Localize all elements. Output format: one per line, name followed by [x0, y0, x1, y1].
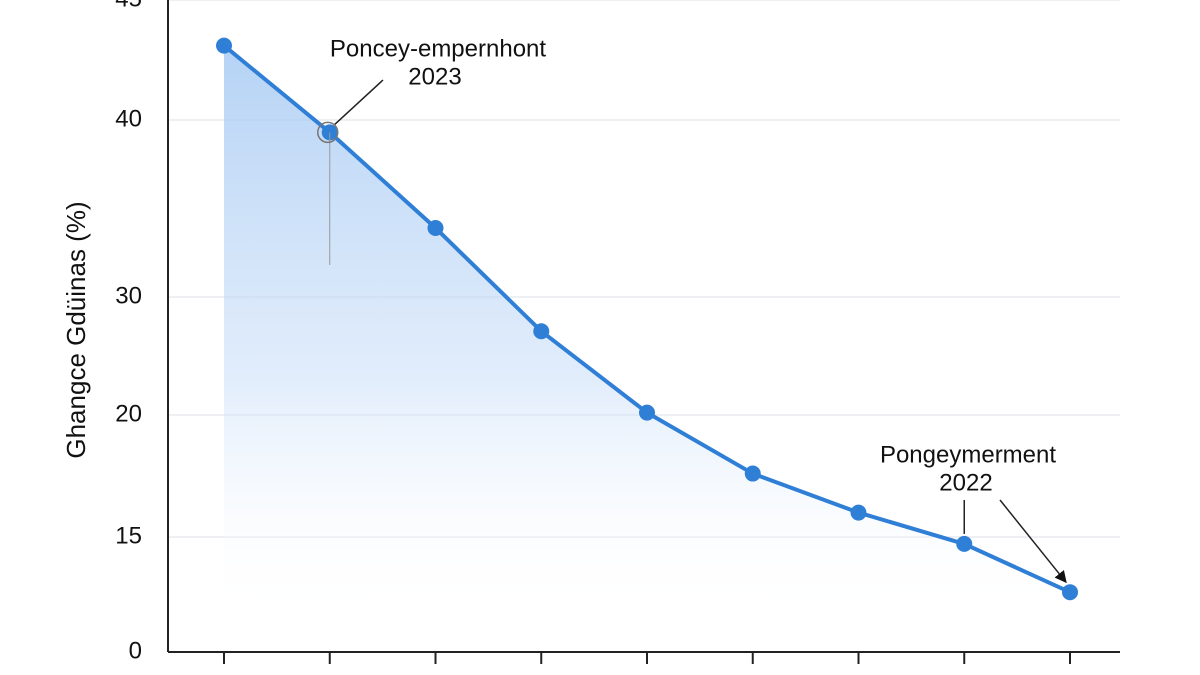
y-tick-label: 40: [115, 105, 142, 132]
y-tick-label: 15: [115, 522, 142, 549]
y-tick-label: 30: [115, 282, 142, 309]
annotation-marker: [317, 121, 339, 144]
point: [850, 504, 867, 521]
annotation-line: [334, 79, 384, 125]
annotation-text: Pongeymerment: [880, 441, 1056, 468]
point: [956, 535, 973, 552]
point: [216, 37, 232, 54]
annotation-text: Poncey-empernhont: [330, 35, 546, 62]
y-tick-label: 0: [129, 637, 142, 664]
annotation-text: 2023: [408, 63, 461, 90]
point: [639, 404, 655, 421]
point: [427, 219, 444, 236]
y-axis-label: Ghangce Gdüinas (%): [61, 201, 91, 458]
y-tick-label: 45: [115, 0, 142, 12]
point: [1062, 584, 1078, 601]
point: [533, 323, 550, 340]
y-tick-label: 20: [115, 400, 142, 427]
annotation-text: 2022: [939, 469, 992, 496]
point: [744, 465, 761, 482]
area: [224, 45, 1070, 653]
annotation-arrow: [999, 499, 1067, 584]
